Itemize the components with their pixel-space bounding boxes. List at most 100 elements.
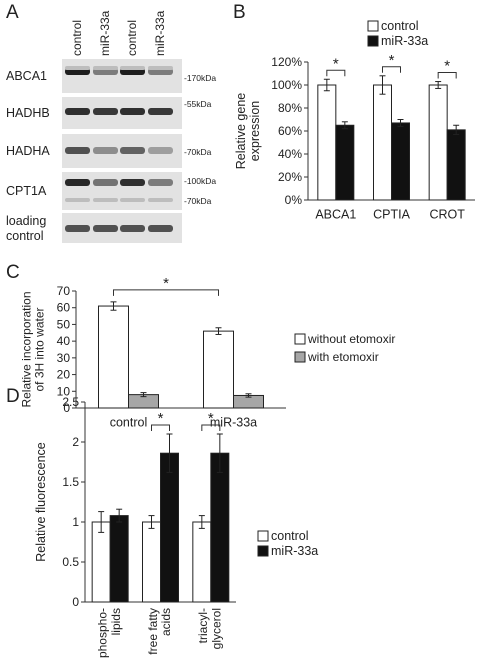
y-axis-label: Relative incorporationof 3H into water [19,291,46,407]
significance-bracket [201,424,221,431]
significance-star: * [444,58,450,75]
significance-star: * [333,55,339,72]
protein-label: loading control [6,214,46,243]
blot-band [65,225,90,232]
y-tick-label: 60% [278,124,302,138]
significance-star: * [208,410,214,427]
significance-bracket [151,424,170,431]
blot-background [62,59,182,93]
y-tick-label: 120% [271,55,302,69]
legend-label: without etomoxir [307,332,395,346]
y-tick-label: 60 [57,301,71,315]
y-axis-label: Relative fluorescence [34,442,48,562]
y-tick-label: 1.5 [62,475,79,489]
x-category-label: CPTIA [373,208,410,222]
blot-band [120,108,145,115]
blot-band [93,179,118,186]
significance-bracket [326,69,346,77]
legend-label: miR-33a [271,544,318,558]
panel-label-a: A [6,2,19,23]
legend-swatch [294,351,306,363]
significance-bracket [382,66,401,73]
bar [109,515,129,603]
protein-label: HADHB [6,106,50,120]
y-tick-label: 0% [285,193,303,207]
blot-band [65,108,90,115]
y-tick-label: 100% [271,78,302,92]
y-tick-label: 30 [57,351,71,365]
y-tick-label: 2 [72,435,79,449]
y-tick-label: 0.5 [62,555,79,569]
bar [142,521,161,603]
blot-band [148,108,173,115]
blot-band [120,198,145,202]
legend-swatch [367,20,379,32]
bar [335,124,355,201]
y-axis-label: Relative geneexpression [234,93,262,169]
blot-band [93,198,118,202]
blot-band [120,66,145,70]
kda-marker: -70kDa [184,147,212,157]
blot-band [65,198,90,202]
significance-bracket [437,72,457,79]
legend-swatch [257,545,269,557]
blot-band [148,198,173,202]
bar [210,452,230,603]
panel-label-b: B [233,2,246,23]
bar [446,129,466,201]
blot-band [120,225,145,232]
y-tick-label: 0 [72,595,79,609]
blot-background [62,172,182,210]
x-category-label: CROT [429,208,465,222]
lane-label: control [125,20,139,56]
blot-band [93,66,118,70]
kda-marker: -170kDa [184,73,216,83]
x-category-label: phospho-lipids [96,608,123,658]
bar [91,521,111,603]
bar [428,84,448,201]
blot-band [65,147,90,154]
legend-label: control [271,529,309,543]
legend-label: miR-33a [381,34,428,48]
legend-swatch [367,35,379,47]
panel-label-d: D [6,386,20,407]
y-tick-label: 70 [57,284,71,298]
y-tick-label: 40% [278,147,302,161]
significance-star: * [163,275,169,292]
y-tick-label: 40 [57,334,71,348]
blot-band [148,147,173,154]
significance-star: * [389,52,395,69]
y-tick-label: 50 [57,317,71,331]
bar [160,452,179,603]
bar [391,122,410,201]
y-tick-label: 0 [63,401,70,415]
significance-star: * [158,410,164,427]
bar [373,84,392,201]
y-tick-label: 1 [72,515,79,529]
y-tick-label: 2.5 [62,395,79,409]
legend-swatch [294,333,306,345]
blot-band [148,179,173,186]
y-tick-label: 20 [57,368,71,382]
blot-band [148,225,173,232]
x-category-label: triacyl-glycerol [196,608,223,649]
lane-label: miR-33a [153,10,167,56]
protein-label: ABCA1 [6,69,47,83]
blot-band [93,108,118,115]
x-category-label: miR-33a [210,416,257,430]
blot-band [65,179,90,186]
kda-marker: -70kDa [184,196,212,206]
kda-marker: -55kDa [184,99,212,109]
protein-label: HADHA [6,144,50,158]
blot-band [93,225,118,232]
blot-band [65,66,90,70]
y-tick-label: 10 [57,384,71,398]
panel-label-c: C [6,262,20,283]
x-category-label: control [110,416,148,430]
y-tick-label: 80% [278,101,302,115]
blot-band [93,147,118,154]
bar [317,84,337,201]
bar [98,305,129,409]
blot-band [120,147,145,154]
